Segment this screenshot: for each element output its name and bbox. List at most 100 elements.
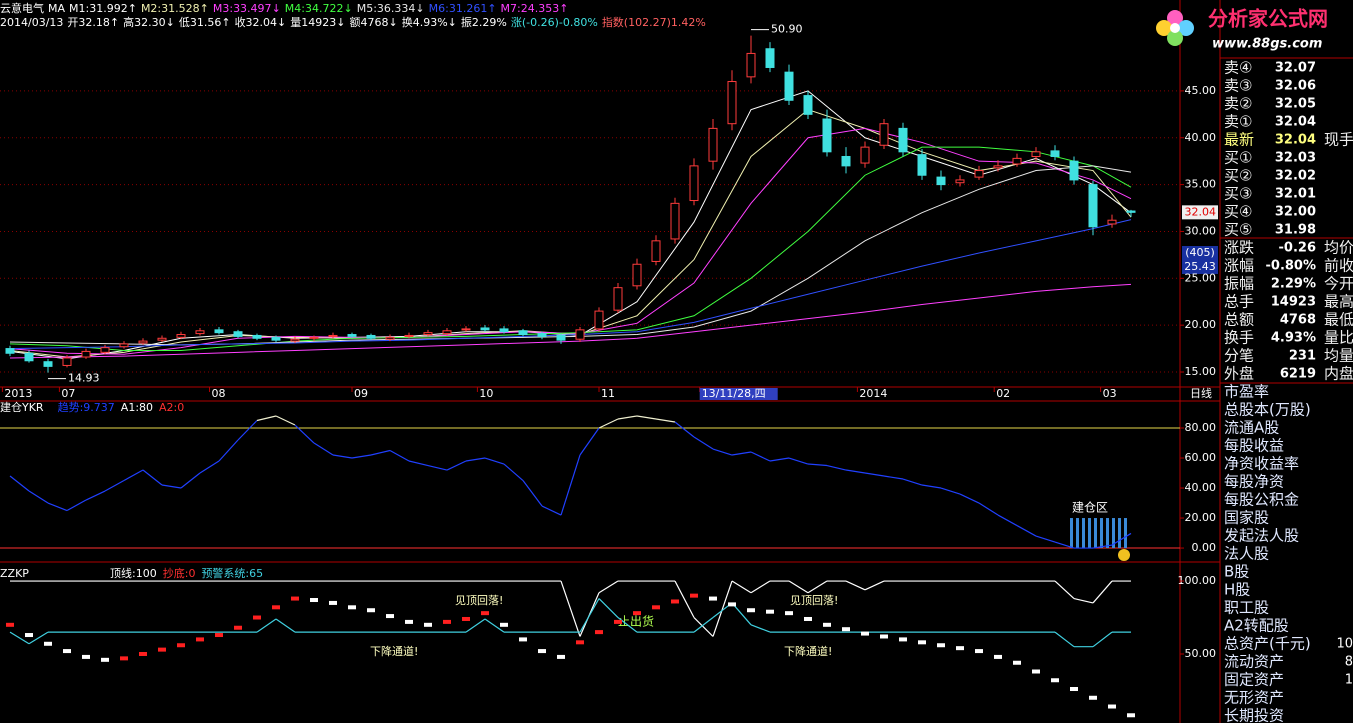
x-tick-label: 10 (479, 387, 493, 400)
series-segment (28, 490, 49, 504)
series-segment (864, 472, 885, 477)
row-value: 32.01 (1275, 187, 1316, 202)
info-label: 无形资产 (1224, 689, 1284, 707)
row-label: 总额 (1224, 311, 1254, 329)
series-segment (712, 448, 733, 456)
info-label: 每股净资 (1224, 473, 1284, 491)
series-segment (237, 420, 258, 441)
candle-body (24, 352, 34, 362)
candle-body (632, 263, 642, 287)
zone-stripe (1076, 518, 1079, 549)
series-segment (389, 449, 410, 462)
series-segment (66, 499, 87, 512)
signal-dot (386, 614, 394, 619)
x-tick-label: 2013 (4, 387, 32, 400)
logo-title: 分析家公式网 (1208, 7, 1328, 31)
signal-dot (880, 634, 888, 639)
signal-dot (253, 615, 261, 620)
signal-dot (576, 640, 584, 645)
candle-body (480, 327, 490, 331)
signal-dot (291, 596, 299, 601)
series-segment (28, 631, 49, 645)
annotation: 见顶回落! (455, 594, 503, 607)
info-value: 8 (1345, 655, 1353, 670)
zone-stripe (1112, 518, 1115, 549)
annotation: 50.90 (771, 23, 803, 36)
legend-value: 31.992 (89, 2, 128, 15)
y-tick-label: 20.00 (1185, 511, 1217, 524)
candle-body (993, 165, 1003, 169)
series-segment (560, 580, 581, 637)
signal-dot (443, 619, 451, 624)
annotation: 见顶回落! (790, 594, 838, 607)
legend-name: M2: (141, 2, 161, 15)
signal-dot (462, 616, 470, 621)
signal-dot (709, 596, 717, 601)
signal-dot (310, 598, 318, 603)
info-label: 国家股 (1224, 509, 1269, 527)
legend-value: 0 (188, 567, 195, 580)
series-segment (85, 490, 106, 501)
info-label: 流动资产 (1224, 653, 1284, 671)
signal-dot (538, 649, 546, 654)
series-segment (807, 463, 828, 467)
legend-name: A1: (121, 401, 139, 414)
series-segment (541, 505, 562, 516)
series-segment (674, 421, 695, 438)
legend-value: 0 (177, 401, 184, 414)
row-value: 6219 (1280, 367, 1316, 382)
info-value: 1 (1345, 673, 1353, 688)
series-segment (256, 618, 277, 633)
row-label: 涨跌 (1224, 239, 1254, 257)
candle-body (404, 334, 414, 337)
series-segment (332, 454, 353, 459)
candle-body (366, 334, 376, 339)
legend-trend: ↑ (487, 2, 496, 15)
series-segment (693, 436, 714, 450)
row-value: 32.02 (1275, 169, 1316, 184)
signal-dot (405, 619, 413, 624)
y-tick-label: 15.00 (1185, 365, 1217, 378)
series-segment (978, 502, 999, 516)
petal (1156, 20, 1172, 36)
y-tick-label: 50.00 (1185, 647, 1217, 660)
candle-body (784, 71, 794, 101)
zone-stripe (1124, 518, 1127, 549)
zone-stripe (1082, 518, 1085, 549)
candle-body (385, 336, 395, 340)
row-label: 卖① (1224, 113, 1252, 131)
quote-item: 开32.18↑ (67, 16, 119, 29)
signal-dot (842, 627, 850, 632)
y-tick-label: 35.00 (1185, 178, 1217, 191)
x-tick-label: 02 (996, 387, 1010, 400)
info-label: B股 (1224, 563, 1249, 581)
candle-body (442, 330, 452, 335)
signal-dot (82, 654, 90, 659)
row-label: 卖④ (1224, 59, 1252, 77)
legend-value: 33.497 (233, 2, 272, 15)
series-segment (997, 514, 1018, 527)
quote-item: 振2.29% (461, 15, 507, 29)
stock-name: 云意电气 (0, 1, 44, 15)
signal-dot (500, 622, 508, 627)
info-label: 每股收益 (1224, 437, 1284, 455)
ma-label: MA (48, 2, 65, 15)
signal-dot (196, 637, 204, 642)
series-segment (104, 480, 125, 492)
series-segment (1073, 597, 1094, 604)
signal-dot (690, 593, 698, 598)
row-extra: 均量 (1324, 347, 1353, 365)
series-segment (1054, 631, 1075, 648)
series-segment (636, 415, 657, 420)
legend-value: 24.353 (521, 2, 560, 15)
signal-dot (652, 605, 660, 610)
series-segment (845, 469, 866, 474)
candle-body (537, 333, 547, 337)
info-label: H股 (1224, 581, 1250, 599)
candle-body (43, 361, 53, 367)
row-label: 买③ (1224, 185, 1252, 203)
candle-body (651, 240, 661, 262)
series-segment (408, 460, 429, 467)
y-tick-label: 30.00 (1185, 224, 1217, 237)
